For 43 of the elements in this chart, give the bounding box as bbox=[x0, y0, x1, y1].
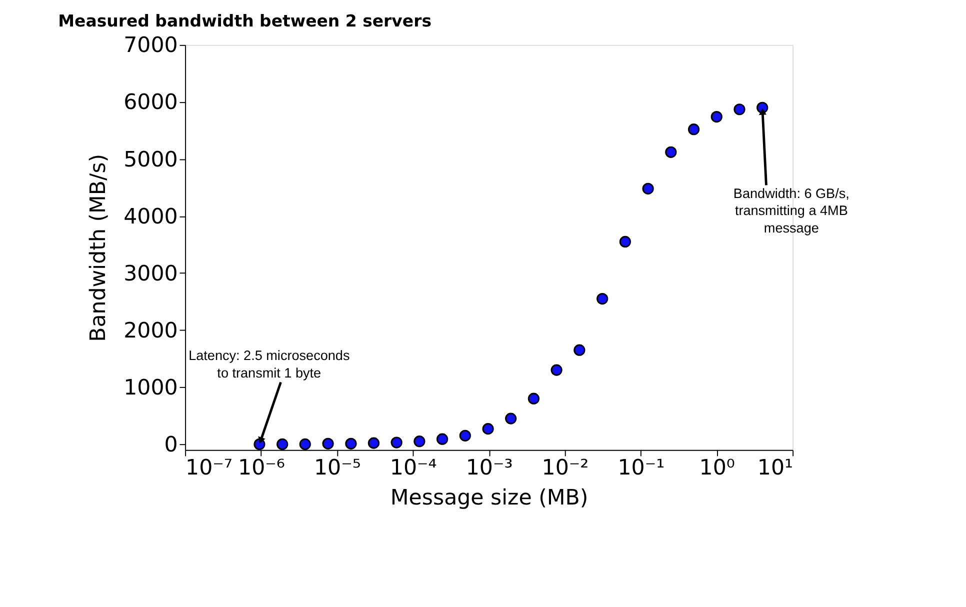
x-tick-label: 10⁻² bbox=[542, 456, 589, 481]
annotation: Latency: 2.5 microseconds to transmit 1 byte bbox=[188, 348, 350, 380]
y-axis-title: Bandwidth (MB/s) bbox=[86, 154, 112, 342]
point bbox=[414, 436, 426, 448]
point bbox=[574, 344, 586, 356]
y-tick-label: 6000 bbox=[124, 90, 178, 116]
y-tick-label: 2000 bbox=[124, 318, 178, 344]
y-tick-label: 4000 bbox=[124, 204, 178, 230]
point bbox=[734, 104, 746, 116]
point bbox=[322, 438, 334, 450]
point bbox=[390, 436, 402, 448]
x-tick-label: 10⁻⁶ bbox=[238, 456, 285, 481]
chart-title: Measured bandwidth between 2 servers bbox=[58, 12, 432, 31]
point bbox=[368, 437, 380, 449]
point bbox=[550, 364, 562, 376]
x-tick-label: 10⁻⁵ bbox=[314, 456, 361, 481]
point bbox=[665, 146, 677, 158]
point bbox=[345, 438, 357, 450]
x-tick-label: 10⁻⁷ bbox=[186, 456, 232, 481]
x-tick-label: 10⁰ bbox=[699, 456, 735, 481]
x-tick-label: 10⁻¹ bbox=[618, 456, 665, 481]
y-tick-label: 1000 bbox=[124, 375, 178, 400]
point bbox=[619, 236, 631, 248]
point bbox=[642, 182, 654, 194]
x-tick-label: 10⁻⁴ bbox=[390, 456, 437, 481]
x-tick-label: 10⁻³ bbox=[466, 456, 513, 481]
point bbox=[482, 423, 494, 435]
point bbox=[505, 412, 517, 424]
x-tick-label: 10¹ bbox=[757, 456, 794, 481]
y-tick-label: 0 bbox=[164, 432, 178, 458]
annotation: Bandwidth: 6 GB/s, transmitting a 4MB message bbox=[733, 186, 850, 236]
point bbox=[299, 438, 311, 450]
point bbox=[276, 438, 288, 450]
y-tick-label: 3000 bbox=[124, 261, 178, 286]
point bbox=[710, 110, 722, 123]
point bbox=[436, 433, 448, 445]
x-axis-title: Message size (MB) bbox=[390, 486, 588, 511]
point bbox=[596, 292, 608, 305]
point bbox=[459, 430, 471, 442]
y-tick-label: 7000 bbox=[124, 33, 178, 58]
point bbox=[528, 392, 540, 404]
point bbox=[688, 124, 700, 136]
y-tick-label: 5000 bbox=[124, 147, 178, 172]
